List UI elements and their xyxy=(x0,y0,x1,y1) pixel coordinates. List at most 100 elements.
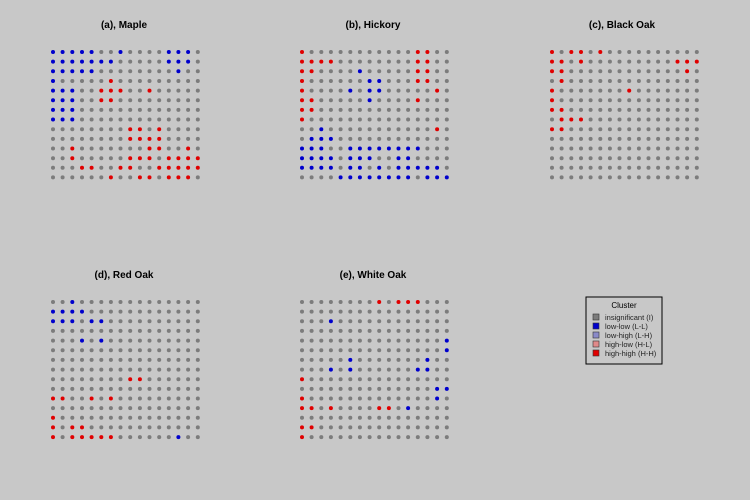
dot-insignificant xyxy=(300,175,304,180)
dot-insignificant xyxy=(51,156,55,161)
dot-insignificant xyxy=(415,425,420,430)
dot-insignificant xyxy=(128,328,133,333)
dot-insignificant xyxy=(579,165,583,170)
dot-insignificant xyxy=(60,377,65,382)
dot-insignificant xyxy=(108,367,113,372)
dot-insignificant xyxy=(435,59,440,64)
dot-insignificant xyxy=(444,146,449,151)
dot-insignificant xyxy=(357,406,362,411)
dot-insignificant xyxy=(176,338,181,343)
dot-low-low xyxy=(51,69,55,74)
dot-insignificant xyxy=(569,69,574,74)
dot-insignificant xyxy=(99,146,104,151)
dot-insignificant xyxy=(386,338,391,343)
dot-insignificant xyxy=(319,357,324,362)
dot-insignificant xyxy=(157,386,162,391)
dot-insignificant xyxy=(328,348,333,353)
dot-insignificant xyxy=(186,69,191,74)
dot-insignificant xyxy=(118,300,123,304)
dot-low-low xyxy=(186,59,191,64)
dot-insignificant xyxy=(319,338,324,343)
dot-insignificant xyxy=(186,348,191,353)
dot-insignificant xyxy=(166,348,171,353)
dot-insignificant xyxy=(444,50,449,54)
dot-high-high xyxy=(157,127,162,132)
dot-insignificant xyxy=(617,59,622,64)
dot-high-high xyxy=(89,396,94,401)
dot-insignificant xyxy=(108,386,113,391)
dot-insignificant xyxy=(309,348,314,353)
dot-low-low xyxy=(377,175,382,180)
dot-insignificant xyxy=(147,117,152,122)
dot-high-high xyxy=(80,435,84,440)
dot-insignificant xyxy=(627,175,632,180)
dot-insignificant xyxy=(444,107,449,112)
dot-insignificant xyxy=(99,69,104,74)
dot-low-low xyxy=(309,136,314,141)
dot-insignificant xyxy=(328,357,333,362)
dot-insignificant xyxy=(70,175,75,180)
dot-insignificant xyxy=(70,79,75,83)
dot-insignificant xyxy=(607,146,612,151)
dot-insignificant xyxy=(99,175,104,180)
dot-insignificant xyxy=(656,98,661,103)
dot-insignificant xyxy=(328,146,333,151)
dot-insignificant xyxy=(656,127,661,132)
dot-insignificant xyxy=(108,146,113,151)
dot-insignificant xyxy=(367,425,372,430)
dot-insignificant xyxy=(636,127,641,132)
dot-insignificant xyxy=(147,165,152,170)
dot-insignificant xyxy=(444,156,449,161)
dot-insignificant xyxy=(166,309,171,314)
dot-insignificant xyxy=(685,98,690,103)
dot-insignificant xyxy=(157,300,162,304)
dot-high-high xyxy=(157,136,162,141)
dot-high-high xyxy=(80,165,84,170)
legend-swatch-insignificant xyxy=(592,313,600,321)
dot-insignificant xyxy=(195,425,200,430)
dot-insignificant xyxy=(396,367,401,372)
dot-insignificant xyxy=(435,136,440,141)
dot-insignificant xyxy=(338,156,343,161)
panel-red-oak: (d), Red Oak xyxy=(51,270,200,440)
panel-white-oak: (e), White Oak xyxy=(300,270,449,440)
dot-low-low xyxy=(60,309,65,314)
dot-insignificant xyxy=(415,377,420,382)
dot-insignificant xyxy=(195,319,200,324)
dot-insignificant xyxy=(157,117,162,122)
dot-insignificant xyxy=(665,117,670,122)
dot-insignificant xyxy=(319,425,324,430)
dot-low-low xyxy=(51,79,55,83)
dot-insignificant xyxy=(386,300,391,304)
dot-insignificant xyxy=(415,156,420,161)
dot-insignificant xyxy=(377,386,382,391)
dot-low-low xyxy=(51,319,55,324)
dot-insignificant xyxy=(617,165,622,170)
dot-insignificant xyxy=(60,136,65,141)
dot-insignificant xyxy=(99,165,104,170)
dot-insignificant xyxy=(646,117,651,122)
dot-insignificant xyxy=(665,146,670,151)
dot-insignificant xyxy=(665,136,670,141)
dot-insignificant xyxy=(300,338,304,343)
dot-insignificant xyxy=(118,328,123,333)
dot-insignificant xyxy=(195,328,200,333)
dot-insignificant xyxy=(176,396,181,401)
dot-insignificant xyxy=(195,300,200,304)
dot-insignificant xyxy=(108,406,113,411)
dot-insignificant xyxy=(147,338,152,343)
dot-insignificant xyxy=(108,415,113,420)
dot-insignificant xyxy=(186,79,191,83)
dot-insignificant xyxy=(435,156,440,161)
dot-insignificant xyxy=(627,50,632,54)
dot-insignificant xyxy=(579,136,583,141)
dot-insignificant xyxy=(147,69,152,74)
dot-high-high xyxy=(300,406,304,411)
dot-insignificant xyxy=(195,175,200,180)
dot-insignificant xyxy=(598,127,603,132)
dot-insignificant xyxy=(99,367,104,372)
dot-insignificant xyxy=(70,367,75,372)
dot-insignificant xyxy=(348,435,353,440)
dot-low-low xyxy=(444,386,449,391)
dot-insignificant xyxy=(60,146,65,151)
